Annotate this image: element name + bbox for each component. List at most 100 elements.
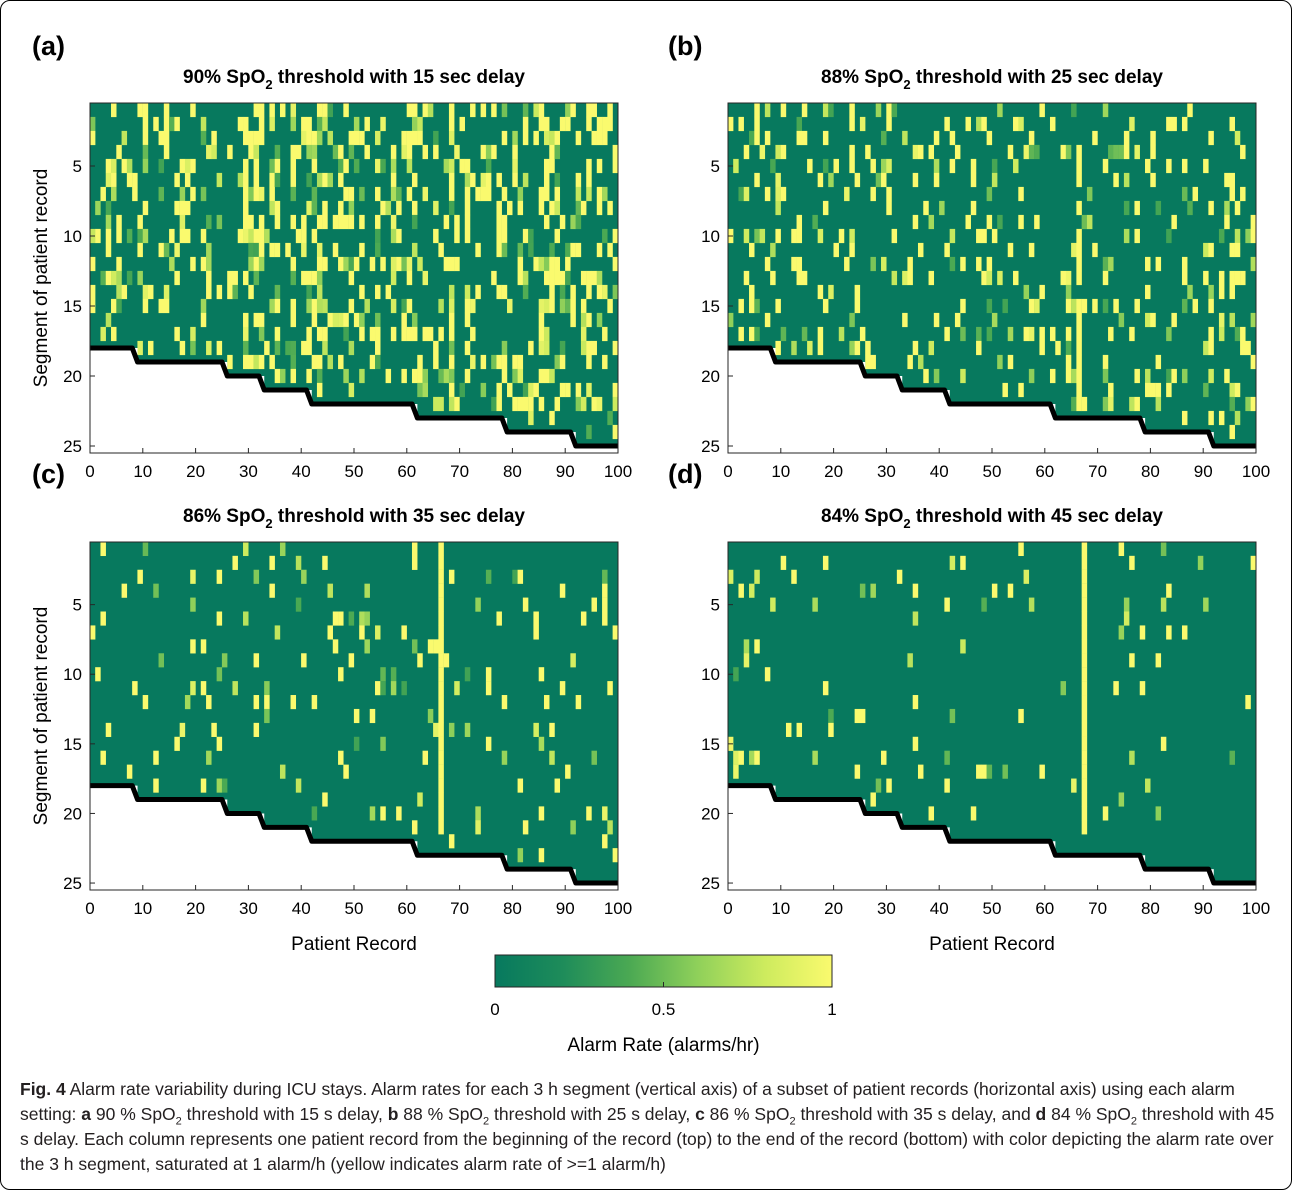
heatmap-cell: [1250, 312, 1257, 328]
heatmap-cell: [1065, 144, 1072, 160]
heatmap-cell: [775, 340, 781, 356]
heatmap-cell: [965, 116, 971, 132]
heatmap-cell: [480, 186, 487, 202]
heatmap-cell: [764, 102, 771, 118]
heatmap-cell: [1102, 354, 1109, 370]
heatmap-cell: [543, 256, 550, 272]
heatmap-cell: [923, 368, 929, 384]
heatmap-cell: [565, 256, 571, 272]
heatmap-cell: [417, 382, 423, 398]
x-tick-label: 60: [397, 899, 416, 918]
heatmap-cell: [591, 270, 597, 286]
heatmap-cell: [517, 368, 524, 384]
heatmap-cell: [554, 186, 561, 202]
heatmap-cell: [981, 228, 987, 244]
heatmap-cell: [770, 242, 776, 258]
heatmap-cell: [163, 284, 170, 300]
heatmap-cell: [243, 116, 249, 132]
heatmap-cell: [111, 298, 117, 314]
heatmap-cell: [960, 298, 966, 314]
y-tick-label: 15: [63, 297, 82, 316]
x-tick-label: 90: [556, 899, 575, 918]
heatmap-cell: [1013, 116, 1019, 132]
heatmap-cell: [1108, 256, 1114, 272]
heatmap-cell: [179, 214, 186, 230]
heatmap-cell: [1034, 144, 1040, 160]
heatmap-cell: [780, 144, 787, 160]
heatmap-cell: [1203, 158, 1209, 174]
heatmap-cell: [1166, 116, 1172, 132]
heatmap-cell: [944, 597, 950, 612]
panel-title: 90% SpO2 threshold with 15 sec delay: [183, 67, 525, 92]
heatmap-cell: [960, 555, 966, 570]
heatmap-cell: [1203, 340, 1209, 356]
caption-sub: 2: [483, 1115, 490, 1128]
heatmap-cell: [364, 611, 370, 626]
heatmap-cell: [1192, 186, 1199, 202]
heatmap-cell: [105, 214, 112, 230]
heatmap-cell: [105, 200, 112, 216]
heatmap-cell: [960, 256, 966, 272]
heatmap-cell: [586, 806, 592, 821]
heatmap-cell: [949, 228, 956, 244]
heatmap-cell: [316, 354, 323, 370]
heatmap-cell: [232, 270, 238, 286]
heatmap-cell: [780, 102, 787, 118]
heatmap-cell: [570, 214, 576, 230]
heatmap-cell: [253, 722, 260, 737]
heatmap-cell: [274, 144, 281, 160]
heatmap-cell: [559, 340, 566, 356]
heatmap-cell: [854, 708, 861, 724]
heatmap-cell: [849, 158, 855, 174]
heatmap-cell: [385, 284, 392, 300]
heatmap-cell: [438, 396, 444, 412]
heatmap-cell: [274, 284, 281, 300]
heatmap-cell: [206, 144, 212, 160]
heatmap-cell: [359, 130, 365, 146]
heatmap-cell: [364, 144, 370, 160]
heatmap-cell: [907, 354, 913, 370]
heatmap-cell: [464, 200, 471, 216]
heatmap-cell: [512, 144, 518, 160]
heatmap-cell: [253, 102, 260, 118]
heatmap-cell: [132, 186, 138, 202]
heatmap-cell: [1118, 144, 1125, 160]
heatmap-cell: [1218, 270, 1225, 286]
heatmap-cell: [944, 242, 950, 258]
caption-c: c: [695, 1104, 705, 1124]
heatmap-cell: [607, 242, 613, 258]
heatmap-cell: [522, 116, 529, 132]
heatmap-cell: [822, 681, 829, 696]
heatmap-cell: [258, 102, 265, 118]
heatmap-cell: [1155, 354, 1162, 370]
heatmap-cell: [496, 172, 502, 188]
heatmap-cell: [1081, 555, 1088, 570]
heatmap-cell: [496, 396, 502, 412]
y-tick-label: 20: [701, 367, 720, 386]
heatmap-cell: [411, 326, 418, 342]
heatmap-cell: [470, 102, 476, 118]
heatmap-cell: [1129, 326, 1135, 342]
heatmap-cell: [269, 555, 275, 570]
heatmap-cell: [870, 158, 876, 174]
heatmap-cell: [290, 368, 297, 384]
heatmap-cell: [1113, 298, 1119, 314]
heatmap-cell: [485, 569, 492, 584]
heatmap-cell: [311, 312, 318, 328]
heatmap-cell: [406, 270, 413, 286]
heatmap-cell: [817, 172, 824, 188]
heatmap-cell: [353, 116, 360, 132]
heatmap-cell: [248, 228, 254, 244]
heatmap-cell: [875, 778, 882, 793]
heatmap-cell: [375, 214, 381, 230]
record-end-boundary-line: [728, 345, 1256, 449]
heatmap-cell: [1218, 410, 1225, 426]
heatmap-cell: [1123, 130, 1130, 146]
x-tick-label: 10: [133, 899, 152, 918]
heatmap-cell: [427, 639, 434, 654]
heatmap-cell: [184, 172, 191, 188]
heatmap-cell: [364, 116, 370, 132]
heatmap-cell: [1150, 130, 1156, 146]
heatmap-cell: [1028, 242, 1035, 258]
